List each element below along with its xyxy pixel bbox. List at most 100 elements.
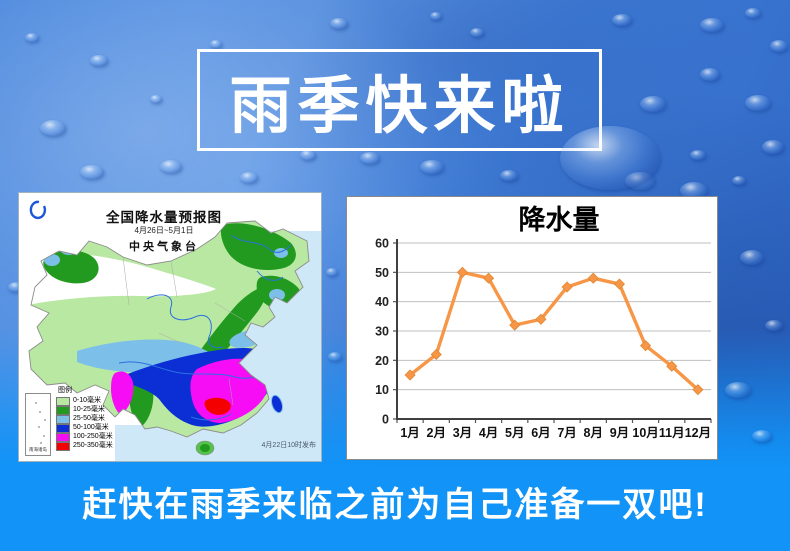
water-droplet (690, 150, 706, 160)
y-tick-label: 60 (375, 237, 389, 251)
legend-label: 10-25毫米 (73, 405, 105, 413)
map-logo-icon (29, 200, 47, 220)
china-precipitation-map (19, 193, 321, 461)
hainan-island (195, 440, 215, 456)
china-outline (28, 220, 310, 438)
south-china-sea-inset: 南海诸岛 (25, 393, 51, 456)
water-droplet (680, 182, 708, 199)
water-droplet (765, 320, 783, 331)
water-droplet (240, 172, 258, 183)
x-axis-label: 10月 (632, 426, 658, 440)
legend-item: 100-250毫米 (56, 432, 113, 442)
inset-island-dots (35, 402, 37, 404)
legend-label: 100-250毫米 (73, 432, 113, 440)
map-subtitle: 4月26日~5月1日 (134, 226, 194, 235)
legend-swatch (56, 432, 70, 442)
title-box: 雨季快来啦 (197, 49, 602, 151)
water-droplet (560, 126, 660, 190)
data-point-marker (430, 348, 442, 361)
water-droplet (328, 352, 342, 361)
zone-250-350mm (204, 397, 231, 415)
water-droplet (612, 14, 632, 26)
x-axis-label: 3月 (453, 426, 472, 440)
x-axis-label: 7月 (557, 426, 576, 440)
water-droplet (725, 382, 751, 398)
water-droplet (330, 18, 348, 29)
water-droplet (210, 40, 222, 48)
legend-swatch (56, 414, 70, 424)
map-title: 全国降水量预报图 (106, 210, 222, 225)
precipitation-chart-panel: 0 10 20 30 40 50 60 1月 2月 3月 4月 5月 6月 7月 8月 9月 10月 11月 12月… (346, 196, 718, 460)
legend-item: 10-25毫米 (56, 405, 113, 415)
water-droplet (300, 150, 316, 160)
water-droplet (360, 152, 380, 164)
water-droplet (326, 268, 338, 276)
x-axis-label: 1月 (400, 426, 419, 440)
water-droplet (740, 250, 764, 265)
data-point-marker (509, 319, 521, 331)
legend-swatch (56, 396, 70, 406)
poster-tagline: 赶快在雨季来临之前为自己准备一双吧! (82, 486, 708, 524)
x-axis-label: 8月 (584, 426, 603, 440)
precipitation-line (408, 270, 700, 392)
x-axis-label: 6月 (531, 426, 550, 440)
water-droplet (90, 55, 108, 66)
water-droplet (745, 95, 771, 111)
water-droplet (420, 160, 444, 174)
water-droplet (700, 18, 724, 32)
legend-label: 0-10毫米 (73, 396, 102, 404)
water-droplet (752, 430, 772, 442)
poster-title: 雨季快来啦 (229, 72, 570, 141)
x-axis-label: 9月 (610, 426, 629, 440)
water-droplet (8, 282, 24, 292)
data-point-marker (456, 266, 468, 278)
data-point-marker (613, 278, 625, 290)
y-tick-label: 40 (375, 295, 389, 309)
y-tick-label: 0 (382, 413, 389, 427)
chart-title: 降水量 (519, 205, 600, 235)
data-point-marker (640, 340, 652, 352)
data-point-marker (692, 384, 704, 396)
water-droplet (770, 40, 788, 52)
water-droplet (700, 68, 720, 81)
legend-label: 25-50毫米 (73, 414, 105, 422)
legend-label: 50-100毫米 (73, 423, 109, 431)
water-droplet (745, 8, 761, 18)
water-droplet (430, 12, 442, 20)
legend-item: 0-10毫米 (56, 396, 113, 406)
x-axis-label: 2月 (427, 426, 446, 440)
data-point-marker (404, 369, 416, 381)
map-published-note: 4月22日10时发布 (261, 442, 316, 449)
x-axis-label: 11月 (659, 426, 685, 440)
data-point-marker (666, 360, 678, 372)
legend-swatch (56, 405, 70, 415)
water-droplet (150, 95, 162, 103)
x-axis-label: 4月 (479, 426, 498, 440)
water-droplet (470, 28, 484, 37)
map-legend: 图例 0-10毫米 10-25毫米 25-50毫米 50-100毫米 100-250毫米… (56, 387, 113, 451)
inset-label: 南海诸岛 (29, 447, 47, 452)
water-droplet (160, 160, 182, 173)
legend-item: 50-100毫米 (56, 423, 113, 433)
legend-swatch (56, 441, 70, 451)
x-axis-label: 12月 (685, 426, 711, 440)
x-axis-label: 5月 (505, 426, 524, 440)
legend-item: 25-50毫米 (56, 414, 113, 424)
y-tick-label: 10 (375, 383, 389, 397)
data-point-marker (561, 281, 573, 293)
y-tick-label: 30 (375, 325, 389, 339)
data-point-marker (535, 313, 547, 325)
water-droplet (25, 33, 39, 42)
legend-header: 图例 (58, 387, 72, 394)
water-droplet (500, 170, 518, 181)
water-droplet (732, 176, 746, 185)
precipitation-map-panel: 全国降水量预报图 4月26日~5月1日 中央气象台 图例 0-10毫米 10-25… (18, 192, 322, 462)
data-point-marker (483, 272, 495, 284)
water-droplet (40, 120, 66, 136)
water-droplet (640, 96, 666, 112)
y-tick-label: 50 (375, 266, 389, 280)
map-agency: 中央气象台 (129, 241, 199, 253)
legend-label: 250-350毫米 (73, 441, 113, 449)
water-droplet (762, 140, 784, 154)
